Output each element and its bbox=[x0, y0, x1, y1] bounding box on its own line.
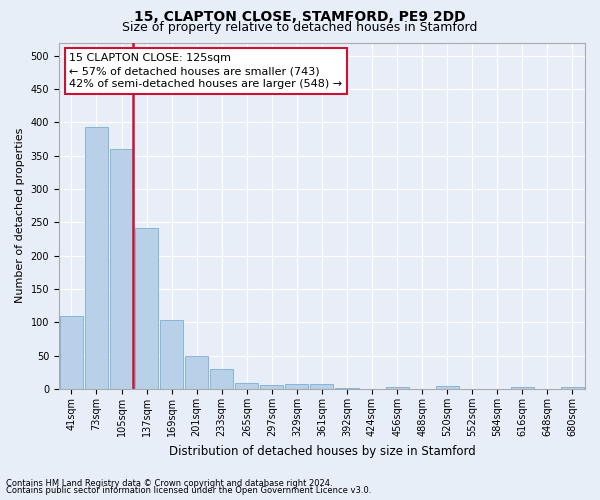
Text: 15, CLAPTON CLOSE, STAMFORD, PE9 2DD: 15, CLAPTON CLOSE, STAMFORD, PE9 2DD bbox=[134, 10, 466, 24]
Bar bbox=[210, 369, 233, 389]
Text: Contains public sector information licensed under the Open Government Licence v3: Contains public sector information licen… bbox=[6, 486, 371, 495]
Bar bbox=[310, 384, 334, 389]
Bar bbox=[561, 387, 584, 389]
Text: 15 CLAPTON CLOSE: 125sqm
← 57% of detached houses are smaller (743)
42% of semi-: 15 CLAPTON CLOSE: 125sqm ← 57% of detach… bbox=[70, 53, 343, 90]
Bar bbox=[436, 386, 459, 389]
Text: Contains HM Land Registry data © Crown copyright and database right 2024.: Contains HM Land Registry data © Crown c… bbox=[6, 478, 332, 488]
Text: Size of property relative to detached houses in Stamford: Size of property relative to detached ho… bbox=[122, 21, 478, 34]
X-axis label: Distribution of detached houses by size in Stamford: Distribution of detached houses by size … bbox=[169, 444, 475, 458]
Bar bbox=[60, 316, 83, 389]
Bar bbox=[160, 320, 183, 389]
Bar bbox=[235, 383, 259, 389]
Bar bbox=[511, 387, 534, 389]
Bar bbox=[260, 385, 283, 389]
Bar bbox=[135, 228, 158, 389]
Bar bbox=[85, 127, 108, 389]
Bar bbox=[185, 356, 208, 389]
Bar bbox=[286, 384, 308, 389]
Bar bbox=[110, 149, 133, 389]
Y-axis label: Number of detached properties: Number of detached properties bbox=[15, 128, 25, 304]
Bar bbox=[335, 388, 359, 389]
Bar bbox=[386, 387, 409, 389]
